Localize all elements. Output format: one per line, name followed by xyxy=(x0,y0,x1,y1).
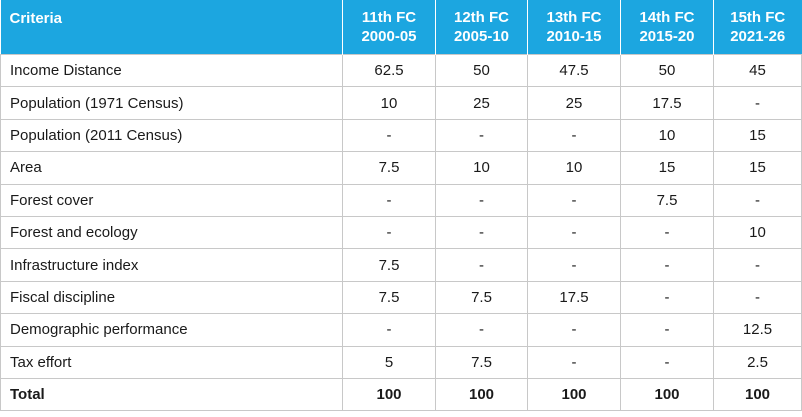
header-fc-name: 15th FC xyxy=(730,9,786,26)
header-13th-fc: 13th FC 2010-15 xyxy=(527,0,621,55)
header-fc-period: 2005-10 xyxy=(453,28,510,45)
value-cell: - xyxy=(435,248,528,282)
table-row: Income Distance 62.5 50 47.5 50 45 xyxy=(0,53,802,88)
value-cell: 100 xyxy=(527,377,621,412)
header-fc-period: 2021-26 xyxy=(730,28,786,45)
header-fc-name: 13th FC xyxy=(546,9,602,26)
criteria-cell: Fiscal discipline xyxy=(0,280,343,315)
value-cell: - xyxy=(527,313,621,347)
value-cell: 100 xyxy=(342,377,436,412)
value-cell: - xyxy=(620,215,714,250)
value-cell: - xyxy=(342,118,436,153)
value-cell: - xyxy=(342,183,436,217)
criteria-cell: Population (2011 Census) xyxy=(0,118,343,153)
header-14th-fc: 14th FC 2015-20 xyxy=(620,0,714,55)
value-cell: - xyxy=(713,248,802,282)
value-cell: 12.5 xyxy=(713,313,802,347)
table-row: Demographic performance - - - - 12.5 xyxy=(0,313,802,347)
header-fc-name: 12th FC xyxy=(453,9,509,26)
criteria-cell: Forest cover xyxy=(0,183,343,217)
criteria-cell: Area xyxy=(0,151,343,185)
table-row: Population (1971 Census) 10 25 25 17.5 - xyxy=(0,86,802,120)
table-header: Criteria 11th FC 2000-05 12th FC 2005-10… xyxy=(0,0,802,55)
value-cell: - xyxy=(620,280,714,315)
value-cell: 7.5 xyxy=(342,248,436,282)
value-cell: - xyxy=(527,215,621,250)
total-row: Total 100 100 100 100 100 xyxy=(0,377,802,412)
header-fc-name: 11th FC xyxy=(361,9,417,26)
value-cell: 10 xyxy=(435,151,528,185)
header-11th-fc: 11th FC 2000-05 xyxy=(342,0,436,55)
value-cell: - xyxy=(713,280,802,315)
table-row: Infrastructure index 7.5 - - - - xyxy=(0,248,802,282)
value-cell: - xyxy=(435,183,528,217)
table-body: Income Distance 62.5 50 47.5 50 45 Popul… xyxy=(0,53,802,412)
value-cell: 25 xyxy=(435,86,528,120)
table-row: Population (2011 Census) - - - 10 15 xyxy=(0,118,802,153)
value-cell: 62.5 xyxy=(342,53,436,88)
value-cell: 17.5 xyxy=(527,280,621,315)
value-cell: - xyxy=(342,215,436,250)
value-cell: 50 xyxy=(620,53,714,88)
criteria-cell: Tax effort xyxy=(0,345,343,379)
value-cell: 5 xyxy=(342,345,436,379)
value-cell: 7.5 xyxy=(435,280,528,315)
header-fc-period: 2000-05 xyxy=(361,28,417,45)
value-cell: 100 xyxy=(620,377,714,412)
value-cell: - xyxy=(342,313,436,347)
value-cell: 17.5 xyxy=(620,86,714,120)
criteria-cell: Demographic performance xyxy=(0,313,343,347)
value-cell: 7.5 xyxy=(620,183,714,217)
value-cell: - xyxy=(713,183,802,217)
value-cell: 100 xyxy=(713,377,802,412)
header-fc-name: 14th FC xyxy=(639,9,695,26)
criteria-cell: Population (1971 Census) xyxy=(0,86,343,120)
value-cell: 25 xyxy=(527,86,621,120)
header-15th-fc: 15th FC 2021-26 xyxy=(713,0,802,55)
value-cell: 2.5 xyxy=(713,345,802,379)
value-cell: 10 xyxy=(342,86,436,120)
value-cell: - xyxy=(527,183,621,217)
value-cell: - xyxy=(435,313,528,347)
value-cell: 10 xyxy=(527,151,621,185)
value-cell: 50 xyxy=(435,53,528,88)
value-cell: 45 xyxy=(713,53,802,88)
value-cell: 10 xyxy=(713,215,802,250)
table-row: Fiscal discipline 7.5 7.5 17.5 - - xyxy=(0,280,802,315)
criteria-cell: Total xyxy=(0,377,343,412)
header-row: Criteria 11th FC 2000-05 12th FC 2005-10… xyxy=(0,0,802,55)
value-cell: 7.5 xyxy=(435,345,528,379)
header-fc-period: 2010-15 xyxy=(546,28,602,45)
value-cell: - xyxy=(713,86,802,120)
value-cell: - xyxy=(435,118,528,153)
value-cell: 100 xyxy=(435,377,528,412)
value-cell: - xyxy=(527,248,621,282)
header-12th-fc: 12th FC 2005-10 xyxy=(435,0,528,55)
value-cell: - xyxy=(620,248,714,282)
header-criteria: Criteria xyxy=(0,0,343,55)
value-cell: - xyxy=(527,118,621,153)
value-cell: 7.5 xyxy=(342,151,436,185)
criteria-cell: Forest and ecology xyxy=(0,215,343,250)
value-cell: 47.5 xyxy=(527,53,621,88)
value-cell: - xyxy=(620,313,714,347)
table-row: Forest cover - - - 7.5 - xyxy=(0,183,802,217)
value-cell: 15 xyxy=(713,151,802,185)
value-cell: - xyxy=(435,215,528,250)
value-cell: 10 xyxy=(620,118,714,153)
header-fc-period: 2015-20 xyxy=(639,28,695,45)
criteria-cell: Income Distance xyxy=(0,53,343,88)
value-cell: 15 xyxy=(620,151,714,185)
value-cell: - xyxy=(527,345,621,379)
table-row: Area 7.5 10 10 15 15 xyxy=(0,151,802,185)
criteria-cell: Infrastructure index xyxy=(0,248,343,282)
value-cell: - xyxy=(620,345,714,379)
value-cell: 7.5 xyxy=(342,280,436,315)
table-row: Forest and ecology - - - - 10 xyxy=(0,215,802,250)
value-cell: 15 xyxy=(713,118,802,153)
table-row: Tax effort 5 7.5 - - 2.5 xyxy=(0,345,802,379)
